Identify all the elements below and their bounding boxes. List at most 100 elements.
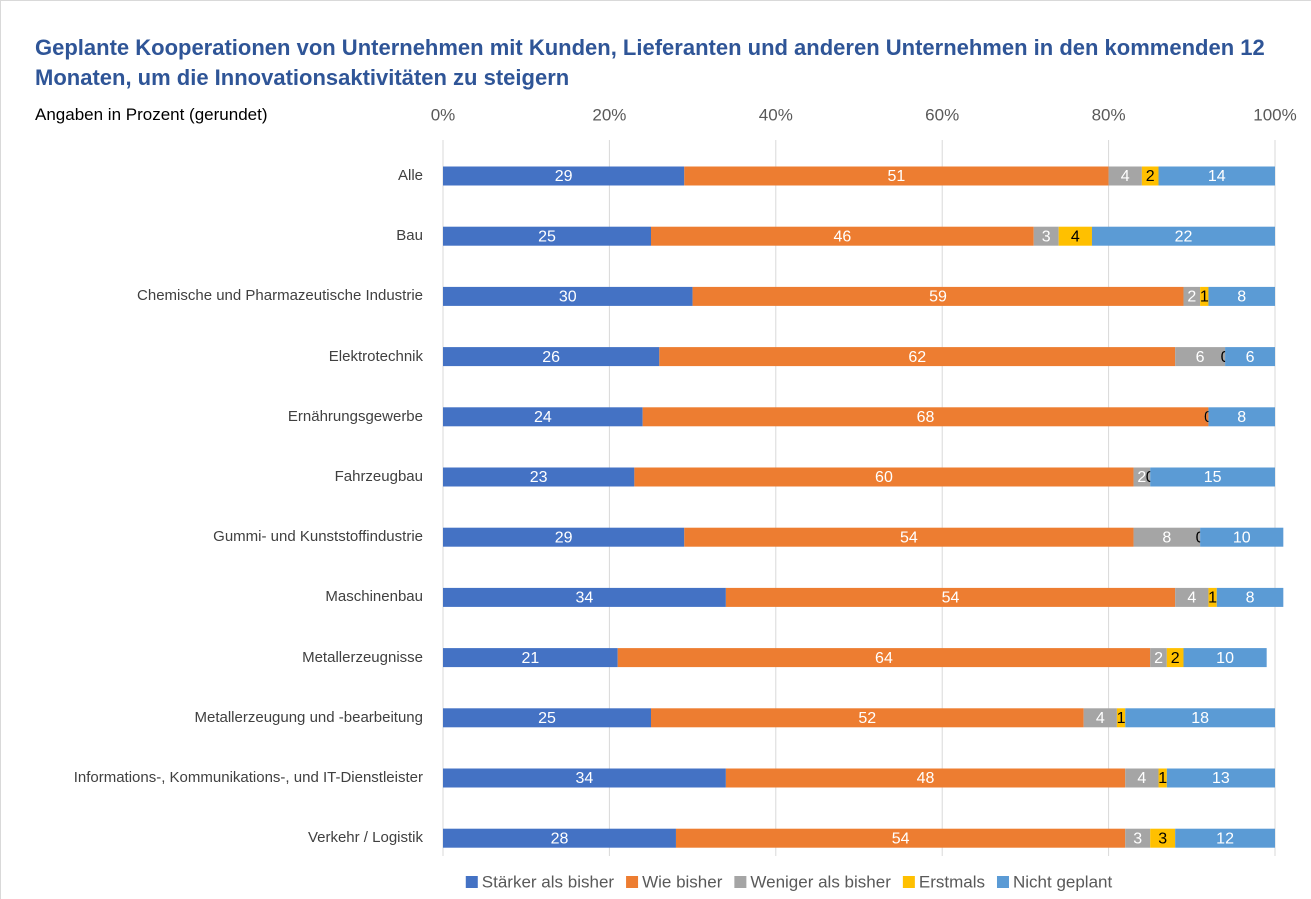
data-label: 2 bbox=[1154, 650, 1163, 667]
data-label: 62 bbox=[908, 349, 926, 366]
data-label: 30 bbox=[559, 289, 577, 306]
legend-label: Stärker als bisher bbox=[482, 872, 615, 891]
bar-segment bbox=[1216, 587, 1284, 607]
legend-label: Erstmals bbox=[919, 872, 985, 891]
bar-segment bbox=[443, 467, 635, 487]
y-tick-label: Bau bbox=[396, 227, 423, 245]
legend-swatch bbox=[465, 876, 478, 888]
data-label: 1 bbox=[1117, 710, 1126, 727]
bar-segment bbox=[684, 527, 1134, 547]
bar-segment bbox=[1175, 587, 1209, 607]
bar-segment bbox=[1083, 708, 1117, 728]
data-label: 10 bbox=[1233, 529, 1251, 546]
data-label: 3 bbox=[1133, 830, 1142, 847]
bar-segment bbox=[443, 828, 676, 848]
data-label: 2 bbox=[1171, 650, 1180, 667]
data-label: 8 bbox=[1162, 529, 1171, 546]
data-label: 4 bbox=[1121, 168, 1130, 185]
bar-segment bbox=[1133, 527, 1201, 547]
bar-segment bbox=[651, 708, 1084, 728]
data-label: 34 bbox=[576, 770, 594, 787]
x-tick-label: 80% bbox=[1092, 105, 1126, 124]
data-label: 4 bbox=[1071, 228, 1080, 245]
bar-segment bbox=[1200, 527, 1284, 547]
bar-segment bbox=[684, 166, 1109, 186]
data-label: 2 bbox=[1137, 469, 1146, 486]
data-label: 1 bbox=[1200, 289, 1209, 306]
bar-segment bbox=[1208, 286, 1275, 306]
bar-segment bbox=[1166, 648, 1184, 668]
legend-label: Wie bisher bbox=[642, 872, 723, 891]
data-label: 25 bbox=[538, 710, 556, 727]
bar-segment bbox=[1225, 347, 1275, 367]
data-label: 2 bbox=[1146, 168, 1155, 185]
y-tick-label: Maschinenbau bbox=[325, 588, 423, 606]
data-label: 46 bbox=[833, 228, 851, 245]
x-tick-label: 60% bbox=[925, 105, 959, 124]
data-label: 28 bbox=[551, 830, 569, 847]
bar-segment bbox=[1183, 286, 1201, 306]
y-tick-label: Ernährungsgewerbe bbox=[287, 407, 423, 425]
x-tick-label: 0% bbox=[431, 105, 456, 124]
bar-segment bbox=[1150, 467, 1275, 487]
data-label: 54 bbox=[900, 529, 918, 546]
y-tick-label: Metallerzeugnisse bbox=[302, 648, 423, 666]
x-tick-label: 100% bbox=[1253, 105, 1296, 124]
data-label: 10 bbox=[1216, 650, 1234, 667]
bar-segment bbox=[1133, 467, 1151, 487]
bar-segment bbox=[617, 648, 1151, 668]
data-label: 13 bbox=[1212, 770, 1230, 787]
bar-segment bbox=[1091, 226, 1275, 246]
data-label: 8 bbox=[1237, 409, 1246, 426]
data-label: 68 bbox=[917, 409, 935, 426]
data-label: 60 bbox=[875, 469, 893, 486]
bar-segment bbox=[675, 828, 1126, 848]
data-label: 52 bbox=[858, 710, 876, 727]
x-tick-label: 20% bbox=[592, 105, 626, 124]
data-label: 4 bbox=[1137, 770, 1146, 787]
bar-segment bbox=[651, 226, 1034, 246]
bar-segment bbox=[443, 587, 726, 607]
y-tick-label: Metallerzeugung und -bearbeitung bbox=[194, 708, 424, 726]
chart-title: Geplante Kooperationen von Unternehmen m… bbox=[35, 35, 1265, 90]
data-label: 8 bbox=[1237, 289, 1246, 306]
bar-segment bbox=[443, 527, 685, 547]
bar-segment bbox=[443, 768, 726, 788]
data-label: 8 bbox=[1246, 590, 1255, 607]
data-label: 18 bbox=[1191, 710, 1209, 727]
data-label: 54 bbox=[942, 590, 960, 607]
data-label: 1 bbox=[1208, 590, 1217, 607]
legend-swatch bbox=[626, 876, 639, 888]
y-tick-label: Gummi- und Kunststoffindustrie bbox=[213, 528, 423, 546]
bar-segment bbox=[1116, 708, 1126, 728]
y-tick-label: Verkehr / Logistik bbox=[307, 829, 423, 847]
bar-segment bbox=[725, 768, 1126, 788]
legend-swatch bbox=[902, 876, 915, 888]
data-label: 29 bbox=[555, 168, 573, 185]
bar-segment bbox=[642, 407, 1209, 427]
bar-segment bbox=[443, 708, 651, 728]
data-label: 6 bbox=[1246, 349, 1255, 366]
data-label: 3 bbox=[1158, 830, 1167, 847]
y-tick-label: Informations-, Kommunikations-, und IT-D… bbox=[73, 769, 423, 786]
bar-segment bbox=[1158, 166, 1275, 186]
y-tick-label: Chemische und Pharmazeutische Industrie bbox=[137, 287, 423, 305]
y-tick-label: Fahrzeugbau bbox=[334, 468, 423, 485]
data-label: 2 bbox=[1187, 289, 1196, 306]
bar-segment bbox=[1158, 768, 1167, 788]
legend-label: Nicht geplant bbox=[1013, 872, 1113, 891]
data-label: 24 bbox=[534, 409, 552, 426]
data-label: 4 bbox=[1096, 710, 1105, 727]
bar-segment bbox=[1166, 768, 1275, 788]
bar-segment bbox=[1200, 286, 1209, 306]
bar-segment bbox=[1175, 828, 1275, 848]
bar-segment bbox=[1058, 226, 1092, 246]
bar-segment bbox=[443, 648, 618, 668]
y-tick-label: Elektrotechnik bbox=[328, 347, 423, 365]
bar-segment bbox=[443, 226, 651, 246]
bar-segment bbox=[1150, 648, 1167, 668]
bar-segment bbox=[1125, 708, 1275, 728]
bar-segment bbox=[1125, 828, 1151, 848]
bar-segment bbox=[1208, 407, 1275, 427]
